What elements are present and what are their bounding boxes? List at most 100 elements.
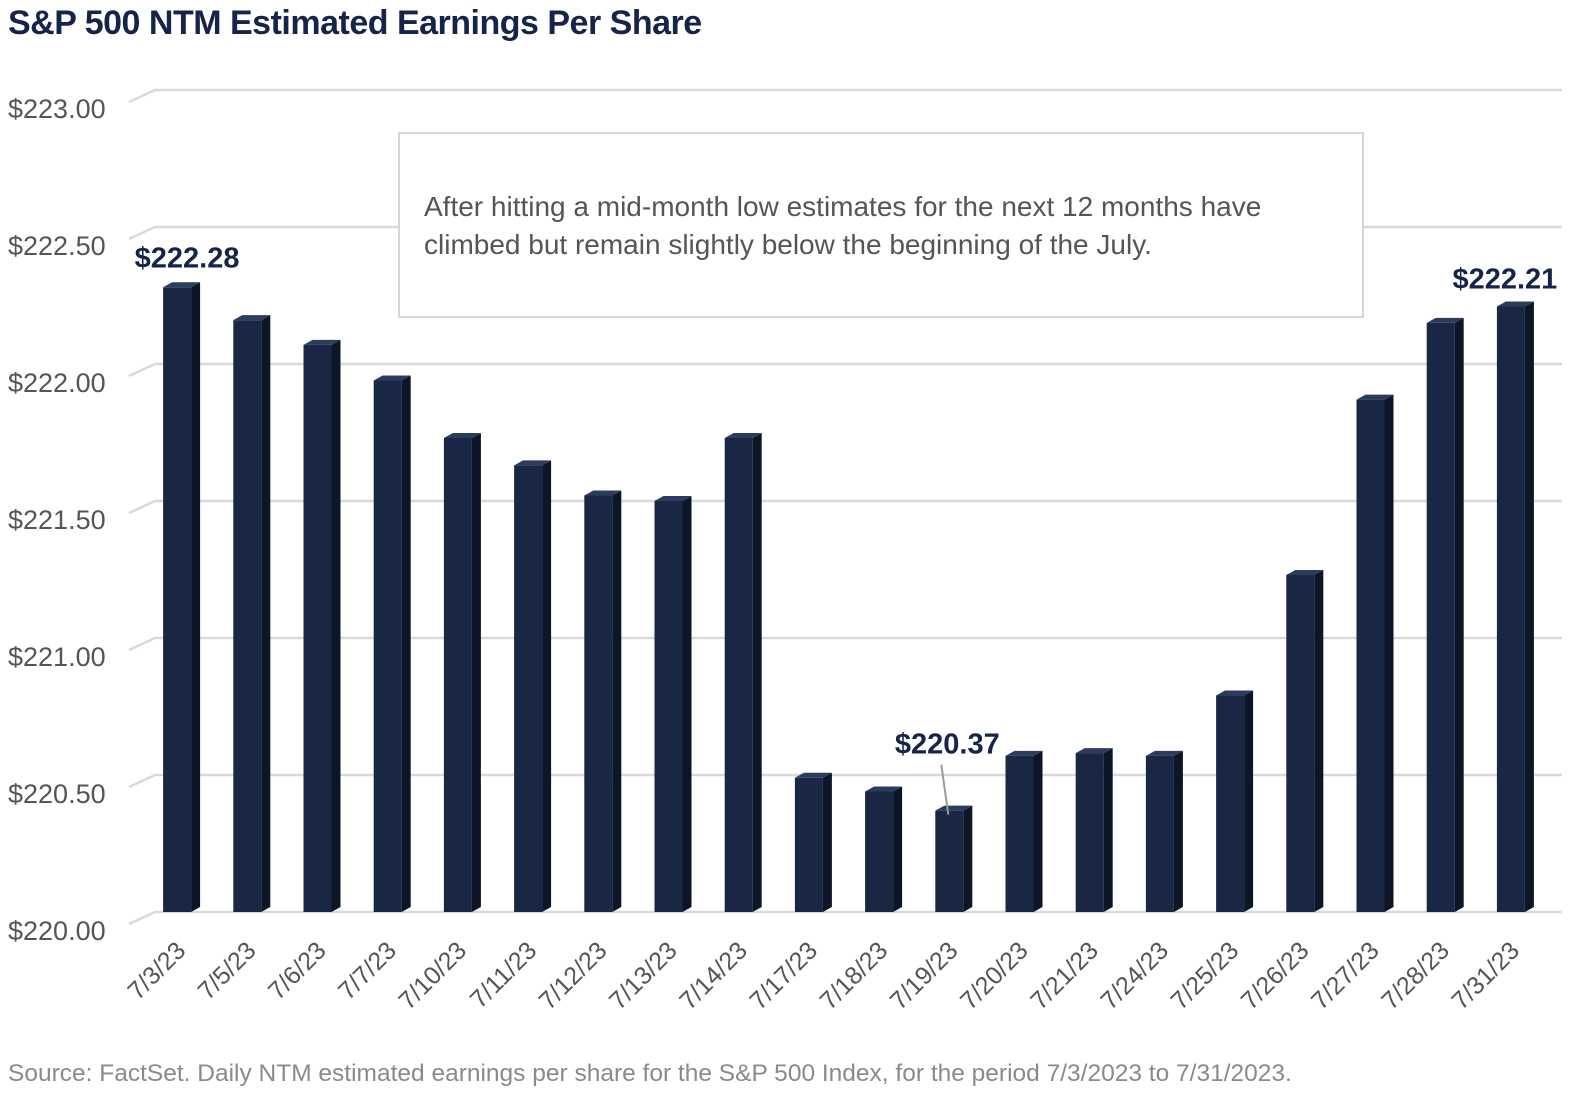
annotation-text: After hitting a mid-month low estimates … xyxy=(424,191,1262,260)
x-tick-label: 7/3/23 xyxy=(122,936,191,1005)
data-label-leader xyxy=(940,764,950,815)
bar-side xyxy=(1173,750,1183,912)
bar-front xyxy=(373,380,402,912)
data-label: $222.28 xyxy=(135,242,240,274)
source-note: Source: FactSet. Daily NTM estimated ear… xyxy=(8,1060,1292,1087)
bar-top xyxy=(303,339,341,345)
x-tick-label: 7/14/23 xyxy=(674,936,753,1015)
bar-front xyxy=(163,287,192,912)
bar-top xyxy=(865,786,903,792)
gridline xyxy=(128,636,1562,652)
x-tick-label: 7/19/23 xyxy=(885,936,964,1015)
chart-title: S&P 500 NTM Estimated Earnings Per Share xyxy=(8,4,702,42)
bar xyxy=(1005,750,1043,912)
bar-top xyxy=(163,282,201,288)
gridlines xyxy=(128,88,1562,926)
y-tick-label: $221.00 xyxy=(8,642,106,672)
gridline xyxy=(128,88,1562,104)
bar-top xyxy=(1216,690,1254,696)
bar xyxy=(865,786,903,912)
bar xyxy=(233,315,271,912)
x-tick-label: 7/7/23 xyxy=(333,936,402,1005)
x-tick-label: 7/27/23 xyxy=(1306,936,1385,1015)
x-axis-tick-labels: 7/3/23 7/5/23 7/6/23 7/7/237/10/237/11/237/… xyxy=(122,936,1525,1015)
bar-front xyxy=(443,437,472,912)
bar-top xyxy=(1075,748,1113,754)
bar-top xyxy=(1005,750,1043,756)
y-tick-label: $220.00 xyxy=(8,916,106,946)
bar-top xyxy=(1356,394,1394,400)
bar-top xyxy=(794,772,832,778)
x-tick-label: 7/18/23 xyxy=(815,936,894,1015)
bar-front xyxy=(1216,695,1245,912)
bar xyxy=(1496,301,1534,913)
x-tick-label: 7/11/23 xyxy=(465,936,542,1013)
bar-side xyxy=(1314,569,1324,912)
bar xyxy=(163,282,201,912)
bar xyxy=(373,375,411,912)
bar-front xyxy=(1145,755,1174,912)
data-labels: $222.28 $220.37 $222.21 xyxy=(135,242,1557,815)
bar-side xyxy=(612,490,622,912)
bar-top xyxy=(443,432,481,438)
bar-side xyxy=(822,772,832,912)
x-tick-label: 7/17/23 xyxy=(744,936,823,1015)
bar-side xyxy=(331,339,341,912)
x-tick-label: 7/12/23 xyxy=(534,936,613,1015)
bar-front xyxy=(1075,753,1104,912)
gridline xyxy=(128,499,1562,515)
bar-front xyxy=(1496,306,1525,913)
bar xyxy=(514,460,552,912)
bars xyxy=(163,282,1534,913)
gridline xyxy=(128,773,1562,789)
bar xyxy=(303,339,341,912)
bar-side xyxy=(1103,748,1113,912)
bar-side xyxy=(1454,317,1464,912)
bar-side xyxy=(261,315,271,912)
bar-side xyxy=(1244,690,1254,912)
x-tick-label: 7/6/23 xyxy=(263,936,332,1005)
bar-top xyxy=(724,432,762,438)
bar-top xyxy=(514,460,552,466)
bar-front xyxy=(1356,399,1385,912)
bar xyxy=(443,432,481,912)
bar-side xyxy=(682,496,692,912)
bar-front xyxy=(1005,755,1034,912)
bar-top xyxy=(233,315,271,321)
bar xyxy=(1216,690,1254,912)
bar xyxy=(1356,394,1394,912)
bar-front xyxy=(1286,574,1315,912)
bar-side xyxy=(542,460,552,912)
bar xyxy=(724,432,762,912)
x-tick-label: 7/13/23 xyxy=(604,936,683,1015)
bar-front xyxy=(865,791,894,912)
bar xyxy=(1426,317,1464,912)
y-tick-label: $223.00 xyxy=(8,94,106,124)
bar-top xyxy=(654,496,692,501)
bar-side xyxy=(963,805,973,912)
y-tick-label: $221.50 xyxy=(8,505,106,535)
bar-top xyxy=(1496,301,1534,307)
y-tick-label: $220.50 xyxy=(8,779,106,809)
y-tick-label: $222.00 xyxy=(8,368,106,398)
bar-side xyxy=(191,282,201,912)
bar-front xyxy=(514,465,543,912)
bar-front xyxy=(1426,322,1455,912)
bar xyxy=(584,490,622,912)
bar-side xyxy=(401,375,411,912)
x-tick-label: 7/25/23 xyxy=(1166,936,1245,1015)
bar-top xyxy=(373,375,411,381)
bar xyxy=(654,496,692,912)
x-tick-label: 7/5/23 xyxy=(193,936,262,1005)
x-tick-label: 7/10/23 xyxy=(393,936,472,1015)
bar-side xyxy=(893,786,903,912)
bar xyxy=(1075,748,1113,912)
bar-side xyxy=(1384,394,1394,912)
x-tick-label: 7/26/23 xyxy=(1236,936,1315,1015)
bar-front xyxy=(794,777,823,912)
x-tick-label: 7/20/23 xyxy=(955,936,1034,1015)
bar xyxy=(935,805,973,912)
x-tick-label: 7/24/23 xyxy=(1095,936,1174,1015)
data-label: $222.21 xyxy=(1452,263,1557,295)
